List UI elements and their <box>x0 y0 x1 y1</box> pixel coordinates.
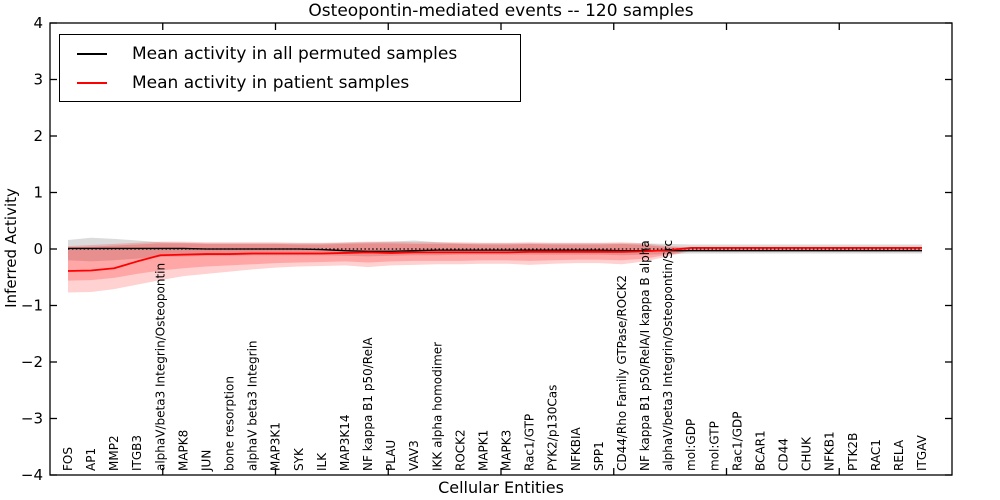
x-category-label: mol:GDP <box>684 419 698 471</box>
x-category-label: PYK2/p130Cas <box>546 385 560 471</box>
line-patient-mean <box>67 246 922 272</box>
legend-label-patient: Mean activity in patient samples <box>132 72 410 93</box>
x-category-label: FOS <box>61 447 75 471</box>
x-category-label: Rac1/GDP <box>730 412 744 471</box>
y-tick-label: 3 <box>33 71 43 89</box>
x-category-label: CD44 <box>777 438 791 471</box>
x-category-label: IKK alpha homodimer <box>430 342 444 471</box>
x-category-label: MMP2 <box>107 435 121 471</box>
x-category-label: alphaV beta3 Integrin <box>246 340 260 471</box>
x-category-label: ROCK2 <box>453 429 467 471</box>
x-category-label: ILK <box>315 452 329 471</box>
y-tick-label: −2 <box>21 353 43 371</box>
x-category-label: NF kappa B1 p50/RelA <box>361 337 375 471</box>
y-axis-label: Inferred Activity <box>2 188 20 308</box>
y-tick-label: 4 <box>33 14 43 32</box>
x-axis-label: Cellular Entities <box>438 478 564 497</box>
y-tick-label: −4 <box>21 466 43 484</box>
x-category-label: MAPK8 <box>176 430 190 471</box>
x-category-label: ITGB3 <box>130 435 144 471</box>
y-tick-label: 0 <box>33 240 43 258</box>
x-category-label: NFKB1 <box>823 431 837 471</box>
legend-label-permuted: Mean activity in all permuted samples <box>132 43 458 64</box>
x-category-label: CHUK <box>800 436 814 471</box>
x-category-label: JUN <box>199 450 213 472</box>
x-category-label: PLAU <box>384 440 398 471</box>
y-tick-label: −1 <box>21 297 43 315</box>
x-category-label: VAV3 <box>407 440 421 471</box>
x-category-label: BCAR1 <box>753 430 767 471</box>
legend-item-permuted: Mean activity in all permuted samples <box>60 39 520 68</box>
line-permuted-mean <box>68 247 922 252</box>
x-category-label: mol:GTP <box>707 421 721 471</box>
x-category-label: CD44/Rho Family GTPase/ROCK2 <box>615 275 629 471</box>
x-category-label: AP1 <box>84 448 98 471</box>
x-category-label: alphaV/beta3 Integrin/Osteopontin <box>153 263 167 471</box>
y-tick-label: 2 <box>33 127 43 145</box>
x-category-label: NF kappa B1 p50/RelA/I kappa B alpha <box>638 240 652 471</box>
x-category-label: PTK2B <box>846 433 860 471</box>
chart-title: Osteopontin-mediated events -- 120 sampl… <box>308 1 694 21</box>
x-category-label: Rac1/GTP <box>523 414 537 471</box>
x-category-label: SPP1 <box>592 441 606 471</box>
y-tick-label: −3 <box>21 410 43 428</box>
x-category-label: ITGAV <box>915 434 929 471</box>
x-category-label: NFKBIA <box>569 426 583 471</box>
x-category-label: RELA <box>892 439 906 471</box>
x-category-label: MAP3K1 <box>269 422 283 471</box>
x-category-label: MAPK1 <box>476 430 490 471</box>
legend-line-permuted-icon <box>77 52 107 55</box>
legend-line-patient-icon <box>77 81 107 84</box>
legend-item-patient: Mean activity in patient samples <box>60 68 520 97</box>
legend: Mean activity in all permuted samples Me… <box>59 34 521 102</box>
y-tick-label: 1 <box>33 184 43 202</box>
x-category-label: bone resorption <box>223 376 237 471</box>
x-category-label: RAC1 <box>869 439 883 471</box>
x-category-label: alphaV/beta3 Integrin/Osteopontin/Src <box>661 240 675 471</box>
x-category-label: MAP3K14 <box>338 414 352 471</box>
x-category-label: SYK <box>292 447 306 471</box>
x-category-label: MAPK3 <box>500 430 514 471</box>
